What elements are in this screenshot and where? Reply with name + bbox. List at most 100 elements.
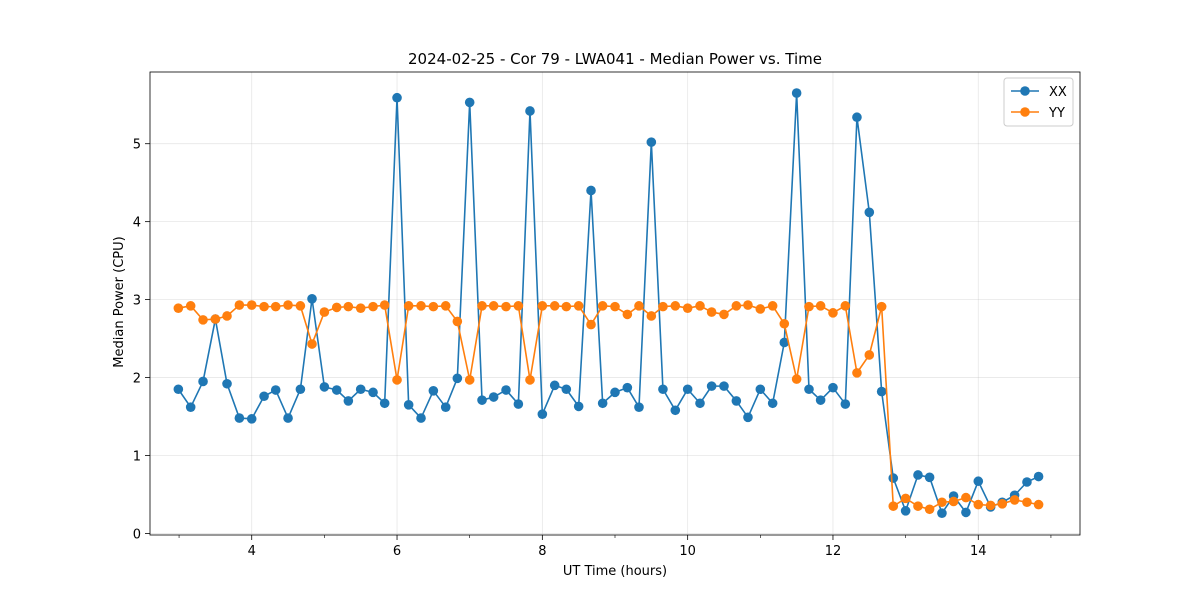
data-point-yy (719, 309, 729, 320)
data-point-yy (767, 301, 778, 311)
data-point-yy (295, 301, 306, 311)
y-tick-label: 0 (133, 527, 141, 542)
data-point-yy (973, 499, 984, 510)
data-point-yy (488, 301, 499, 311)
data-point-xx (888, 473, 899, 483)
data-point-xx (622, 382, 633, 393)
data-point-xx (246, 414, 257, 424)
y-axis-label: Median Power (CPU) (112, 236, 127, 367)
data-point-yy (852, 368, 862, 378)
data-point-xx (815, 395, 826, 405)
x-tick-label: 4 (248, 544, 256, 559)
data-point-xx (270, 385, 281, 395)
data-point-yy (597, 301, 608, 311)
data-point-yy (900, 493, 911, 504)
data-point-yy (549, 301, 560, 311)
data-point-xx (961, 507, 971, 518)
data-point-xx (804, 384, 814, 395)
data-point-xx (403, 400, 414, 410)
data-point-yy (416, 301, 426, 311)
data-point-yy (1033, 499, 1044, 510)
data-point-yy (477, 301, 487, 311)
data-point-xx (695, 398, 705, 409)
data-point-xx (719, 381, 729, 391)
data-point-xx (791, 88, 802, 98)
data-point-xx (368, 387, 378, 398)
data-point-xx (840, 399, 851, 409)
x-tick-label: 8 (538, 544, 546, 559)
data-point-xx (1022, 477, 1032, 487)
data-point-yy (622, 309, 633, 320)
data-point-xx (198, 376, 208, 387)
data-point-xx (743, 412, 753, 423)
data-point-yy (259, 301, 269, 312)
data-point-xx (355, 384, 366, 395)
data-point-yy (331, 302, 342, 313)
data-point-yy (464, 375, 475, 385)
data-point-yy (731, 301, 742, 311)
data-point-yy (185, 301, 196, 311)
data-point-yy (961, 492, 971, 503)
data-point-xx (658, 384, 668, 395)
data-point-yy (924, 504, 935, 515)
data-point-yy (307, 339, 317, 349)
data-point-yy (440, 301, 451, 311)
data-point-xx (913, 470, 923, 480)
data-point-yy (210, 314, 221, 324)
data-point-xx (900, 506, 911, 516)
legend-label-yy: YY (1048, 106, 1065, 121)
data-point-yy (634, 301, 644, 311)
data-point-xx (537, 409, 548, 419)
data-point-xx (234, 413, 245, 423)
data-point-yy (343, 301, 354, 312)
y-tick-label: 2 (133, 372, 141, 387)
data-point-yy (173, 303, 184, 313)
data-point-yy (913, 501, 923, 511)
data-point-yy (428, 301, 439, 312)
data-point-xx (440, 402, 451, 412)
data-point-yy (791, 374, 802, 384)
data-point-xx (646, 137, 657, 147)
data-point-yy (403, 301, 414, 311)
data-point-yy (646, 311, 657, 321)
data-point-yy (379, 300, 390, 310)
data-point-yy (888, 501, 899, 511)
data-point-yy (840, 301, 851, 311)
data-point-xx (767, 398, 778, 409)
series-line-xx (177, 92, 1039, 514)
legend-label-xx: XX (1049, 85, 1067, 100)
series-layer (173, 88, 1044, 518)
data-point-yy (779, 318, 790, 329)
data-point-xx (501, 385, 511, 395)
data-point-xx (259, 391, 269, 402)
data-point-yy (985, 500, 996, 511)
y-tick-label: 5 (133, 138, 141, 153)
data-point-xx (1033, 471, 1044, 482)
data-point-xx (222, 378, 232, 389)
legend: XX YY (1003, 77, 1074, 127)
data-point-xx (295, 384, 306, 395)
data-point-xx (852, 112, 862, 123)
data-point-yy (804, 301, 814, 312)
x-tick-label: 14 (970, 544, 987, 559)
data-point-xx (379, 398, 390, 409)
data-point-xx (573, 401, 584, 412)
data-point-yy (695, 301, 705, 311)
data-point-xx (464, 97, 475, 108)
data-point-yy (658, 301, 668, 312)
data-point-xx (864, 207, 875, 218)
data-point-xx (452, 373, 463, 384)
data-point-yy (610, 301, 620, 312)
data-point-xx (924, 472, 935, 483)
y-tick-label: 1 (133, 449, 141, 464)
data-point-xx (173, 384, 184, 395)
data-point-xx (682, 384, 693, 395)
data-point-yy (706, 307, 717, 317)
data-point-yy (246, 300, 257, 310)
x-tick-label: 6 (393, 544, 401, 559)
data-point-yy (586, 319, 596, 330)
data-point-yy (222, 311, 232, 321)
data-point-xx (973, 476, 984, 487)
data-point-yy (682, 303, 693, 313)
data-point-yy (876, 301, 887, 312)
